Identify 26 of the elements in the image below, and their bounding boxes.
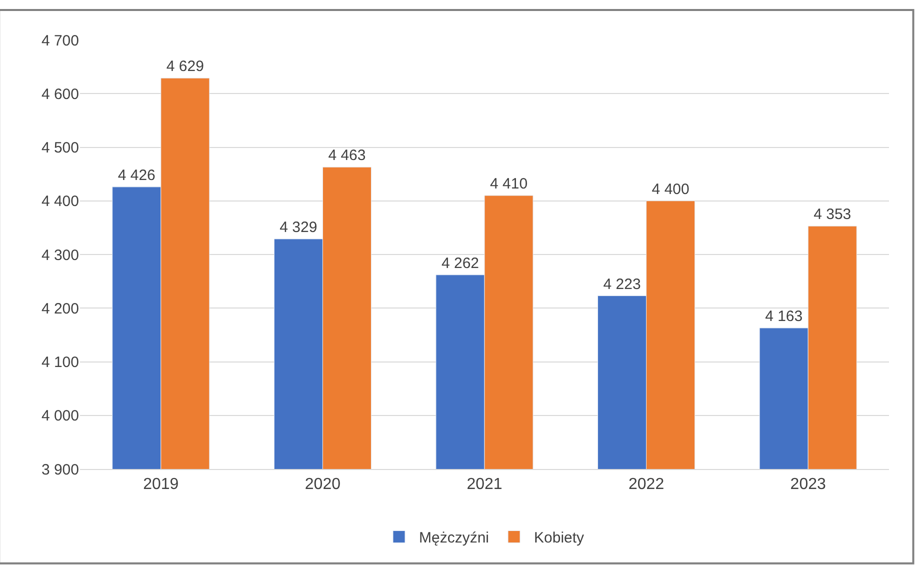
y-tick-label: 3 900 (41, 461, 79, 478)
data-label: 4 629 (166, 58, 204, 76)
y-tick-label: 4 200 (41, 300, 79, 318)
y-tick-label: 4 700 (41, 32, 79, 50)
data-label: 4 329 (280, 218, 318, 236)
x-tick-label: 2023 (790, 476, 826, 494)
y-tick-label: 4 000 (41, 408, 79, 425)
data-label: 4 353 (814, 206, 852, 224)
data-label: 4 400 (652, 180, 690, 198)
data-label: 4 262 (441, 254, 480, 272)
data-label: 4 223 (603, 276, 641, 293)
legend-label: Mężczyźni (419, 530, 490, 547)
y-tick-label: 4 300 (41, 246, 79, 264)
y-tick-label: 4 100 (41, 354, 79, 371)
data-label: 4 463 (328, 147, 366, 164)
y-tick-label: 4 600 (41, 86, 79, 103)
x-tick-label: 2020 (304, 476, 341, 494)
legend-label: Kobiety (534, 530, 585, 547)
y-tick-label: 4 500 (41, 140, 79, 156)
x-tick-label: 2021 (466, 476, 502, 494)
x-tick-label: 2019 (143, 476, 179, 494)
data-label: 4 410 (490, 176, 528, 193)
x-tick-label: 2022 (628, 476, 664, 494)
data-label: 4 426 (118, 166, 156, 184)
data-label: 4 163 (765, 308, 803, 325)
y-tick-label: 4 400 (41, 193, 79, 210)
